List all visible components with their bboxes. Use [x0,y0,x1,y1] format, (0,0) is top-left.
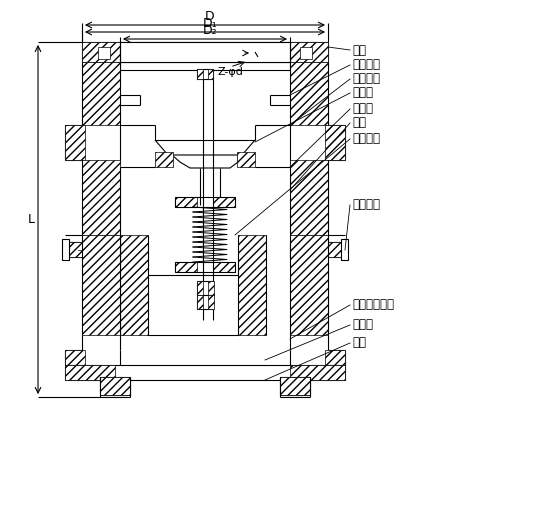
Text: Z-φd: Z-φd [218,67,244,77]
Bar [323,242,345,257]
Text: 定位活塞螺帽: 定位活塞螺帽 [352,299,394,312]
Bar [82,62,120,125]
Polygon shape [172,155,238,168]
Bar [290,160,328,235]
Text: 脉冲阀: 脉冲阀 [352,318,373,332]
Text: L: L [28,213,35,226]
Bar [208,69,213,79]
Bar [300,47,312,59]
Text: D₂: D₂ [203,24,217,37]
Text: 封顶螺母: 封顶螺母 [352,198,380,212]
Text: 导向套: 导向套 [352,102,373,115]
Bar [65,242,120,257]
Bar [82,160,120,235]
Bar [65,350,85,365]
Bar [197,295,213,309]
Bar [175,197,197,207]
Bar [197,69,203,79]
Bar [238,235,266,335]
Bar [290,42,328,62]
Bar [98,47,110,59]
Bar [65,242,87,257]
Bar [213,197,235,207]
Bar [120,235,148,335]
Bar [208,281,214,295]
Bar [82,42,120,62]
Bar [280,377,310,395]
Text: 弹子: 弹子 [352,116,366,129]
Bar [82,235,120,335]
Bar [155,152,173,167]
Bar [62,239,69,260]
Bar [65,125,85,160]
Bar [120,42,290,62]
Bar [100,377,130,395]
Bar [341,239,348,260]
Bar [197,69,213,79]
Bar [325,350,345,365]
Bar [290,235,328,335]
Text: D: D [205,10,215,23]
Bar [197,281,213,295]
Text: 定位活塞: 定位活塞 [352,59,380,72]
Bar [293,244,321,255]
Bar [197,295,203,309]
Text: 主弹簧: 主弹簧 [352,87,373,99]
Bar [100,377,130,395]
Bar [325,125,345,160]
Text: D₁: D₁ [203,17,217,30]
Bar [237,152,255,167]
Text: 阀体: 阀体 [352,336,366,350]
Text: 压紧螺栓: 压紧螺栓 [352,73,380,85]
Bar [213,262,235,272]
Bar [175,262,197,272]
Bar [280,377,310,395]
Bar [65,365,115,380]
Bar [197,281,203,295]
Text: 阀兰: 阀兰 [352,43,366,57]
Bar [290,242,345,257]
Text: 脉冲弹簧: 脉冲弹簧 [352,132,380,146]
Bar [290,365,345,380]
Bar [290,62,328,125]
Bar [208,295,214,309]
